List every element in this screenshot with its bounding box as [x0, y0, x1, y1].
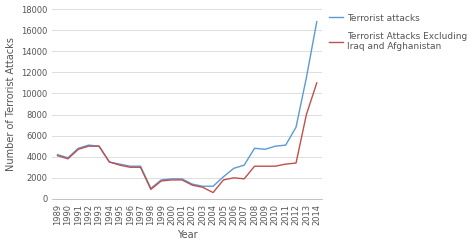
Terrorist attacks: [210, 185, 216, 188]
Terrorist attacks: [190, 183, 195, 186]
Terrorist attacks: [96, 145, 102, 148]
Terrorist Attacks Excluding
Iraq and Afghanistan: [303, 113, 309, 116]
Terrorist attacks: [303, 76, 309, 79]
Terrorist Attacks Excluding
Iraq and Afghanistan: [75, 148, 81, 151]
Terrorist Attacks Excluding
Iraq and Afghanistan: [241, 177, 247, 180]
Terrorist Attacks Excluding
Iraq and Afghanistan: [107, 160, 112, 163]
Terrorist attacks: [75, 147, 81, 150]
Terrorist Attacks Excluding
Iraq and Afghanistan: [137, 166, 143, 169]
Terrorist attacks: [107, 160, 112, 163]
Terrorist Attacks Excluding
Iraq and Afghanistan: [117, 164, 123, 167]
Terrorist attacks: [148, 187, 154, 190]
Terrorist Attacks Excluding
Iraq and Afghanistan: [179, 178, 185, 181]
Terrorist attacks: [283, 144, 289, 147]
Terrorist attacks: [55, 153, 60, 156]
Terrorist attacks: [117, 163, 123, 166]
Terrorist Attacks Excluding
Iraq and Afghanistan: [262, 165, 268, 168]
Terrorist attacks: [128, 165, 133, 168]
Terrorist Attacks Excluding
Iraq and Afghanistan: [169, 178, 174, 181]
Terrorist attacks: [262, 148, 268, 151]
Terrorist Attacks Excluding
Iraq and Afghanistan: [55, 154, 60, 157]
Terrorist Attacks Excluding
Iraq and Afghanistan: [314, 81, 319, 84]
Terrorist attacks: [314, 20, 319, 23]
Terrorist Attacks Excluding
Iraq and Afghanistan: [86, 145, 91, 148]
Terrorist attacks: [86, 144, 91, 147]
Terrorist attacks: [231, 167, 237, 170]
X-axis label: Year: Year: [177, 231, 198, 240]
Legend: Terrorist attacks, Terrorist Attacks Excluding
Iraq and Afghanistan: Terrorist attacks, Terrorist Attacks Exc…: [329, 14, 467, 51]
Terrorist attacks: [293, 126, 299, 129]
Terrorist Attacks Excluding
Iraq and Afghanistan: [273, 165, 278, 168]
Terrorist Attacks Excluding
Iraq and Afghanistan: [210, 191, 216, 194]
Terrorist attacks: [273, 145, 278, 148]
Terrorist Attacks Excluding
Iraq and Afghanistan: [220, 178, 226, 181]
Terrorist attacks: [169, 177, 174, 180]
Terrorist attacks: [200, 185, 206, 188]
Terrorist attacks: [252, 147, 257, 150]
Terrorist Attacks Excluding
Iraq and Afghanistan: [231, 176, 237, 179]
Terrorist Attacks Excluding
Iraq and Afghanistan: [65, 157, 71, 160]
Terrorist attacks: [65, 156, 71, 159]
Line: Terrorist Attacks Excluding
Iraq and Afghanistan: Terrorist Attacks Excluding Iraq and Afg…: [57, 83, 317, 193]
Y-axis label: Number of Terrorist Attacks: Number of Terrorist Attacks: [6, 37, 16, 171]
Terrorist Attacks Excluding
Iraq and Afghanistan: [96, 145, 102, 148]
Terrorist attacks: [179, 177, 185, 180]
Terrorist Attacks Excluding
Iraq and Afghanistan: [283, 163, 289, 166]
Terrorist Attacks Excluding
Iraq and Afghanistan: [252, 165, 257, 168]
Terrorist Attacks Excluding
Iraq and Afghanistan: [190, 184, 195, 187]
Terrorist attacks: [220, 175, 226, 178]
Terrorist Attacks Excluding
Iraq and Afghanistan: [293, 162, 299, 165]
Line: Terrorist attacks: Terrorist attacks: [57, 22, 317, 188]
Terrorist attacks: [137, 165, 143, 168]
Terrorist attacks: [158, 178, 164, 181]
Terrorist attacks: [241, 164, 247, 167]
Terrorist Attacks Excluding
Iraq and Afghanistan: [148, 188, 154, 191]
Terrorist Attacks Excluding
Iraq and Afghanistan: [128, 166, 133, 169]
Terrorist Attacks Excluding
Iraq and Afghanistan: [158, 180, 164, 183]
Terrorist Attacks Excluding
Iraq and Afghanistan: [200, 186, 206, 189]
